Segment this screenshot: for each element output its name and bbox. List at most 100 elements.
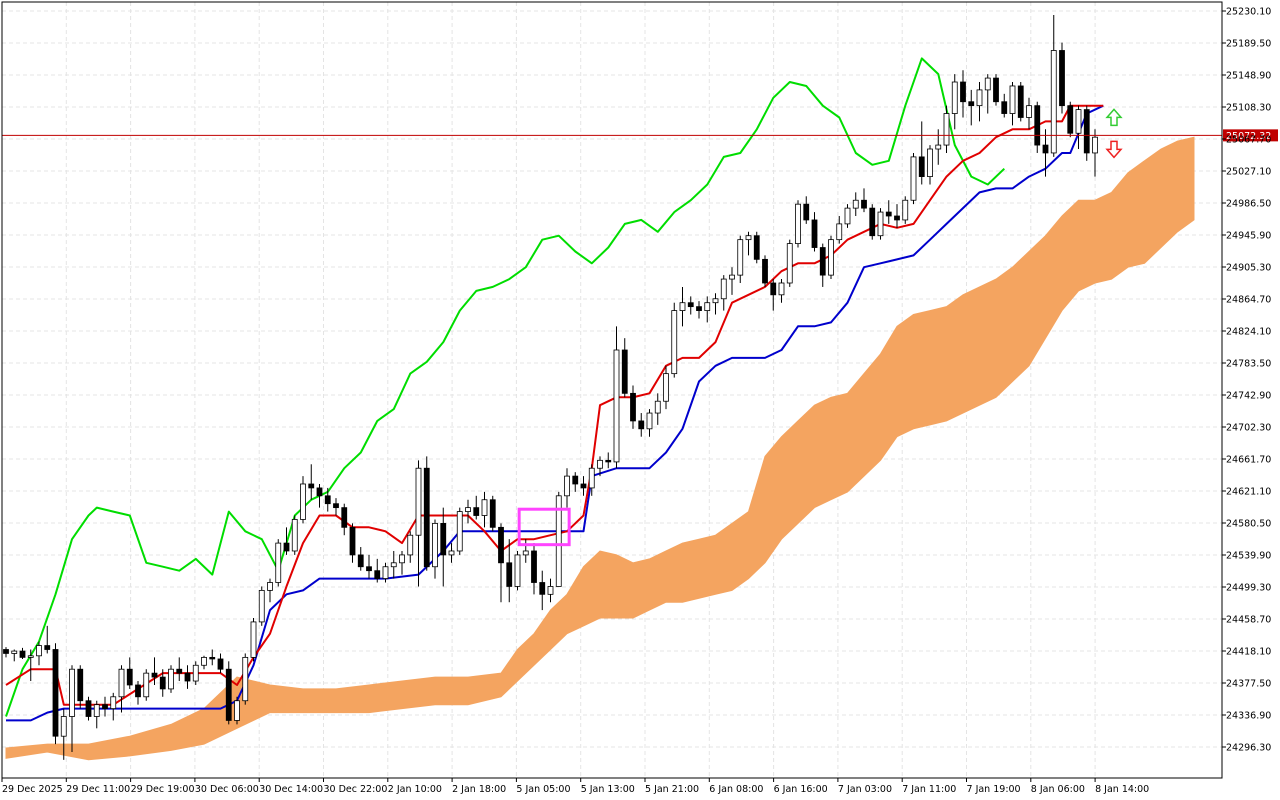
candle-body — [69, 668, 75, 717]
candle-body — [1092, 136, 1098, 154]
candle-body — [374, 570, 381, 579]
price-tick-label: 25108.30 — [1226, 103, 1271, 114]
candle-body — [836, 223, 843, 241]
candle-body — [663, 373, 669, 402]
candle-body — [465, 507, 471, 512]
time-tick-label: 29 Dec 11:00 — [66, 784, 130, 795]
candle-body — [1034, 105, 1041, 146]
price-tick-label: 24539.90 — [1226, 551, 1271, 562]
price-tick-label: 24661.70 — [1226, 455, 1271, 466]
candle-body — [984, 77, 991, 91]
price-tick-label: 24864.70 — [1226, 295, 1271, 306]
candle-body — [250, 621, 257, 658]
candle-body — [407, 534, 414, 556]
time-tick-label: 6 Jan 08:00 — [709, 784, 763, 795]
candle-body — [366, 566, 372, 572]
time-tick-label: 2 Jan 18:00 — [452, 784, 506, 795]
time-tick-label: 5 Jan 13:00 — [581, 784, 635, 795]
price-tick-label: 25148.90 — [1226, 71, 1271, 82]
candle-body — [1042, 144, 1049, 154]
candle-body — [85, 700, 92, 717]
candle-body — [951, 81, 958, 114]
candle-body — [333, 503, 339, 509]
candle-body — [605, 459, 612, 463]
candle-body — [564, 475, 570, 497]
overlays: 25072.32 — [2, 108, 1278, 547]
candle-body — [943, 113, 950, 146]
candle-body — [77, 668, 84, 702]
current-price-label: 25072.32 — [1226, 131, 1271, 142]
price-tick-label: 24580.50 — [1226, 519, 1271, 530]
candle-body — [927, 148, 933, 177]
candle-body — [960, 81, 966, 103]
candle-body — [547, 586, 554, 595]
candle-body — [448, 550, 455, 556]
candle-body — [588, 467, 595, 489]
candle-body — [522, 550, 529, 556]
candle-body — [300, 483, 306, 520]
candle-body — [671, 310, 678, 375]
candle-body — [844, 207, 851, 225]
time-tick-label: 30 Dec 14:00 — [259, 784, 323, 795]
candle-body — [159, 676, 166, 690]
candle-body — [36, 645, 42, 657]
candle-body — [1050, 50, 1057, 154]
candle-body — [225, 668, 232, 721]
candle-body — [456, 511, 463, 552]
candle-body — [308, 483, 315, 489]
candle-body — [621, 349, 628, 394]
candle-body — [151, 672, 158, 678]
candle-body — [506, 562, 513, 587]
candle-body — [143, 672, 150, 698]
candle-body — [176, 668, 183, 674]
candle-body — [19, 650, 26, 658]
price-tick-label: 24945.90 — [1226, 231, 1271, 242]
candle-body — [201, 656, 207, 666]
candle-body — [555, 495, 562, 587]
candle-body — [745, 235, 752, 241]
candle-body — [1059, 50, 1065, 107]
price-tick-label: 24418.10 — [1226, 647, 1271, 658]
price-tick-label: 24986.50 — [1226, 199, 1271, 210]
candle-body — [828, 239, 834, 276]
up-arrow-icon — [1105, 108, 1123, 127]
candle-body — [349, 526, 356, 556]
chikou-line — [5, 57, 1005, 717]
time-tick-label: 7 Jan 19:00 — [967, 784, 1021, 795]
candle-body — [3, 649, 9, 654]
candle-body — [935, 144, 942, 150]
candle-body — [184, 672, 191, 682]
candle-body — [291, 519, 298, 552]
candle-body — [324, 495, 331, 505]
candle-body — [1001, 101, 1008, 114]
candle-body — [819, 247, 826, 276]
candle-body — [514, 554, 521, 587]
candle-body — [357, 554, 364, 568]
price-tick-label: 24377.50 — [1226, 679, 1271, 690]
time-tick-label: 8 Jan 14:00 — [1095, 784, 1149, 795]
candle-body — [704, 302, 711, 311]
candle-body — [613, 349, 620, 463]
candle-body — [44, 645, 51, 650]
candle-body — [1067, 105, 1074, 134]
candle-body — [630, 392, 636, 422]
candle-body — [209, 656, 216, 660]
candle-body — [52, 649, 59, 737]
candle-body — [803, 203, 810, 221]
candle-body — [918, 156, 925, 177]
candle-body — [976, 89, 983, 107]
candle-body — [753, 235, 760, 260]
candle-body — [390, 562, 397, 568]
candle-body — [654, 400, 661, 414]
candle-body — [646, 412, 653, 430]
time-tick-label: 30 Dec 06:00 — [195, 784, 259, 795]
candle-body — [192, 664, 199, 682]
candle-body — [786, 243, 793, 284]
candle-body — [778, 282, 785, 296]
plot-frame — [1, 1, 1223, 779]
time-tick-label: 8 Jan 06:00 — [1031, 784, 1085, 795]
candle-body — [770, 282, 777, 296]
price-tick-label: 24783.50 — [1226, 359, 1271, 370]
